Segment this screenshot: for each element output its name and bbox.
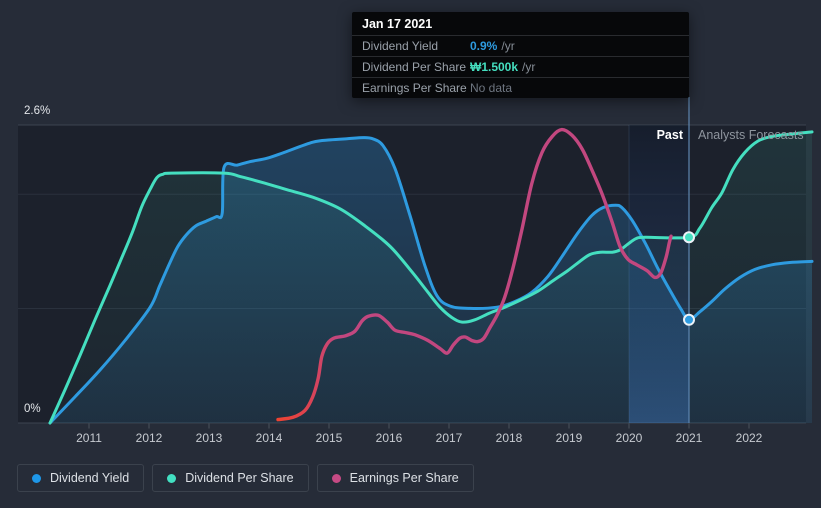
dividend-per-share-area bbox=[50, 131, 812, 423]
dividend-per-share-dot-icon bbox=[167, 473, 177, 483]
chart-legend: Dividend Yield Dividend Per Share Earnin… bbox=[17, 464, 474, 492]
x-tick-label: 2016 bbox=[375, 431, 403, 445]
forecast-zone-label: Analysts Forecasts bbox=[698, 128, 804, 142]
y-axis-min-label: 0% bbox=[24, 403, 41, 415]
x-tick-label: 2018 bbox=[495, 431, 523, 445]
past-zone-label: Past bbox=[656, 128, 683, 142]
legend-item-dividend-yield[interactable]: Dividend Yield bbox=[17, 464, 145, 492]
x-tick-label: 2019 bbox=[555, 431, 583, 445]
tooltip-row-dividend-yield: Dividend Yield 0.9% /yr bbox=[352, 35, 689, 56]
legend-label: Dividend Per Share bbox=[185, 471, 294, 485]
x-tick-label: 2013 bbox=[195, 431, 223, 445]
tooltip-unit: /yr bbox=[522, 60, 536, 74]
x-tick-label: 2012 bbox=[135, 431, 163, 445]
tooltip-label: Dividend Yield bbox=[362, 39, 439, 53]
x-tick-label: 2022 bbox=[735, 431, 763, 445]
tooltip-date: Jan 17 2021 bbox=[362, 17, 433, 31]
x-tick-label: 2020 bbox=[615, 431, 643, 445]
tooltip-label: Earnings Per Share bbox=[362, 81, 467, 95]
dividend-yield-line bbox=[48, 136, 814, 425]
y-axis-max-label: 2.6% bbox=[24, 105, 51, 117]
legend-label: Earnings Per Share bbox=[349, 471, 459, 485]
tooltip-unit: /yr bbox=[501, 39, 515, 53]
x-tick-label: 2014 bbox=[255, 431, 283, 445]
earnings-per-share-line bbox=[276, 127, 673, 422]
earnings-per-share-dot-icon bbox=[331, 473, 341, 483]
legend-item-dividend-per-share[interactable]: Dividend Per Share bbox=[152, 464, 309, 492]
tooltip-value: 0.9% bbox=[470, 39, 498, 53]
dividend-per-share-line bbox=[48, 130, 814, 425]
tooltip-value: No data bbox=[470, 81, 513, 95]
chart-tooltip: Jan 17 2021 Dividend Yield 0.9% /yr Divi… bbox=[352, 12, 689, 98]
dividend-yield-marker bbox=[683, 313, 695, 326]
legend-item-earnings-per-share[interactable]: Earnings Per Share bbox=[316, 464, 474, 492]
x-tick-label: 2015 bbox=[315, 431, 343, 445]
x-tick-label: 2017 bbox=[435, 431, 463, 445]
dividend-per-share-marker bbox=[683, 231, 695, 244]
tooltip-label: Dividend Per Share bbox=[362, 60, 467, 74]
tooltip-row-earnings-per-share: Earnings Per Share No data bbox=[352, 77, 689, 98]
tooltip-row-dividend-per-share: Dividend Per Share ₩1.500k /yr bbox=[352, 56, 689, 77]
dividend-yield-dot-icon bbox=[32, 473, 41, 483]
legend-label: Dividend Yield bbox=[50, 471, 130, 485]
x-tick-label: 2011 bbox=[76, 431, 102, 445]
tooltip-value: ₩1.500k bbox=[470, 60, 519, 74]
x-tick-label: 2021 bbox=[675, 431, 703, 445]
